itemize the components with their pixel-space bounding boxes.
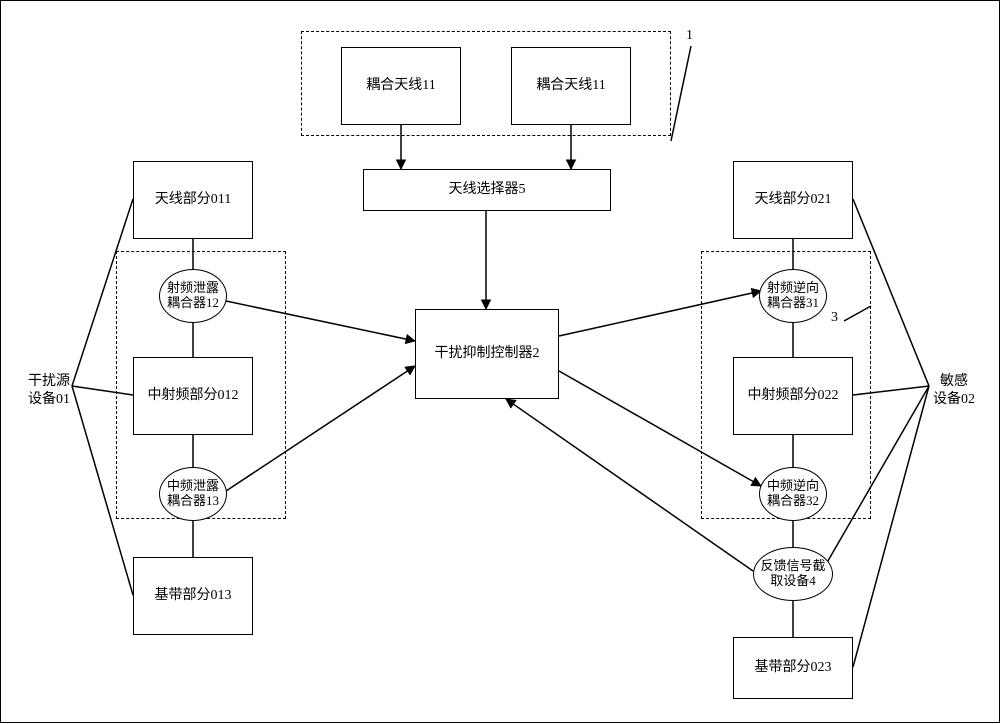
node-label: 中射频部分012 (148, 387, 239, 405)
node-label: 耦合天线11 (536, 77, 605, 95)
node-antenna-left: 天线部分011 (133, 161, 253, 239)
node-label: 天线选择器5 (449, 181, 526, 199)
node-label: 反馈信号截 取设备4 (756, 559, 830, 589)
node-label: 干扰抑制控制器2 (435, 345, 540, 363)
label-group-3-tag: 3 (831, 309, 838, 327)
node-label: 基带部分013 (155, 587, 232, 605)
node-baseband-right: 基带部分023 (733, 637, 853, 699)
node-label: 基带部分023 (755, 659, 832, 677)
node-label: 天线部分011 (155, 191, 231, 209)
diagram-canvas: 耦合天线11 耦合天线11 天线选择器5 干扰抑制控制器2 天线部分011 中射… (0, 0, 1000, 723)
node-label: 中频逆向 耦合器32 (762, 479, 824, 509)
node-label: 中射频部分022 (748, 387, 839, 405)
node-feedback-signal-capture: 反馈信号截 取设备4 (753, 547, 833, 601)
node-baseband-left: 基带部分013 (133, 557, 253, 635)
node-if-leak-coupler-left: 中频泄露 耦合器13 (159, 467, 227, 521)
node-label: 中频泄露 耦合器13 (162, 479, 224, 509)
node-interference-controller: 干扰抑制控制器2 (415, 309, 559, 399)
node-label: 射频逆向 耦合器31 (762, 281, 824, 311)
label-group-1-tag: 1 (686, 27, 693, 45)
node-if-reverse-coupler-right: 中频逆向 耦合器32 (759, 467, 827, 521)
node-rf-reverse-coupler-right: 射频逆向 耦合器31 (759, 269, 827, 323)
node-coupler-antenna-a: 耦合天线11 (341, 47, 461, 125)
node-antenna-right: 天线部分021 (733, 161, 853, 239)
node-midrf-right: 中射频部分022 (733, 357, 853, 435)
node-rf-leak-coupler-left: 射频泄露 耦合器12 (159, 269, 227, 323)
label-source-device: 干扰源 设备01 (28, 373, 70, 409)
node-antenna-selector: 天线选择器5 (363, 169, 611, 211)
node-label: 天线部分021 (755, 191, 832, 209)
node-coupler-antenna-b: 耦合天线11 (511, 47, 631, 125)
label-sink-device: 敏感 设备02 (933, 373, 975, 409)
node-label: 射频泄露 耦合器12 (162, 281, 224, 311)
node-label: 耦合天线11 (366, 77, 435, 95)
node-midrf-left: 中射频部分012 (133, 357, 253, 435)
